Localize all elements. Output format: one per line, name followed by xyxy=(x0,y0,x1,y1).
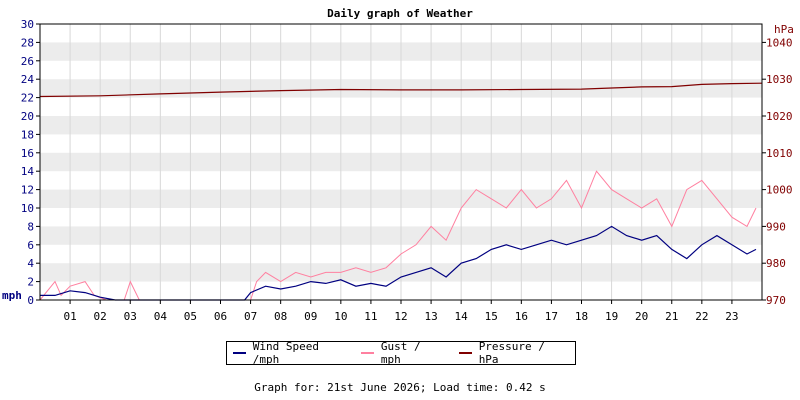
legend-label-pressure: Pressure / hPa xyxy=(478,340,545,366)
right-axis-tick-label: 980 xyxy=(766,257,786,270)
left-axis-tick-label: 14 xyxy=(21,165,35,178)
x-axis-tick-label: 19 xyxy=(605,310,618,323)
x-axis-tick-label: 17 xyxy=(545,310,558,323)
left-axis-label: mph xyxy=(2,289,22,302)
left-axis-tick-label: 10 xyxy=(21,202,34,215)
x-axis-tick-label: 20 xyxy=(635,310,648,323)
x-axis-ticks: 01 02 03 04 05 06 07 08 09 10 11 12 13 14 15 16 17 18 19 20… xyxy=(63,300,739,323)
x-axis-tick-label: 10 xyxy=(334,310,347,323)
right-axis-label: hPa xyxy=(774,23,794,36)
x-axis-tick-label: 22 xyxy=(695,310,708,323)
x-axis-tick-label: 08 xyxy=(274,310,287,323)
x-axis-tick-label: 12 xyxy=(394,310,407,323)
chart-legend: Wind Speed /mph Gust / mph Pressure / hP… xyxy=(226,340,576,366)
x-axis-tick-label: 09 xyxy=(304,310,317,323)
right-axis-tick-label: 1020 xyxy=(766,110,793,123)
right-axis-ticks: 970 980 990 1000 1010 1020 1030 1040 xyxy=(762,36,793,307)
left-axis-tick-label: 22 xyxy=(21,92,34,105)
left-axis-tick-label: 24 xyxy=(21,73,35,86)
x-axis-tick-label: 16 xyxy=(515,310,528,323)
x-axis-tick-label: 03 xyxy=(124,310,137,323)
right-axis-tick-label: 970 xyxy=(766,294,786,307)
left-axis-tick-label: 4 xyxy=(27,257,34,270)
left-axis-tick-label: 26 xyxy=(21,55,34,68)
x-axis-tick-label: 05 xyxy=(184,310,197,323)
left-axis-tick-label: 0 xyxy=(27,294,34,307)
x-axis-tick-label: 13 xyxy=(424,310,437,323)
right-axis-tick-label: 1000 xyxy=(766,184,793,197)
legend-swatch-wind xyxy=(233,352,246,354)
right-axis-tick-label: 1010 xyxy=(766,147,793,160)
x-grid xyxy=(69,24,733,300)
gust-line xyxy=(39,170,757,301)
right-axis-tick-label: 990 xyxy=(766,220,786,233)
left-axis-tick-label: 8 xyxy=(27,220,34,233)
graph-footer: Graph for: 21st June 2026; Load time: 0.… xyxy=(254,381,546,394)
x-axis-tick-label: 06 xyxy=(214,310,227,323)
legend-item-wind: Wind Speed /mph xyxy=(233,340,343,366)
chart-title: Daily graph of Weather xyxy=(327,7,473,20)
legend-label-wind: Wind Speed /mph xyxy=(252,340,319,366)
x-axis-tick-label: 07 xyxy=(244,310,257,323)
pressure-line xyxy=(39,82,763,98)
x-axis-tick-label: 21 xyxy=(665,310,678,323)
left-axis-tick-label: 18 xyxy=(21,128,34,141)
right-axis-tick-label: 1040 xyxy=(766,36,793,49)
left-axis-tick-label: 30 xyxy=(21,18,34,31)
left-axis-tick-label: 6 xyxy=(27,239,34,252)
left-axis-tick-label: 12 xyxy=(21,184,34,197)
x-axis-tick-label: 14 xyxy=(455,310,469,323)
legend-swatch-gust xyxy=(361,352,374,354)
x-axis-tick-label: 15 xyxy=(485,310,498,323)
x-axis-tick-label: 18 xyxy=(575,310,588,323)
x-axis-tick-label: 11 xyxy=(364,310,377,323)
left-axis-tick-label: 2 xyxy=(27,276,34,289)
x-axis-tick-label: 01 xyxy=(63,310,76,323)
left-axis-tick-label: 16 xyxy=(21,147,34,160)
legend-label-gust: Gust / mph xyxy=(380,340,421,366)
x-axis-tick-label: 23 xyxy=(725,310,738,323)
legend-item-gust: Gust / mph xyxy=(361,340,441,366)
legend-item-pressure: Pressure / hPa xyxy=(458,340,563,366)
x-axis-tick-label: 04 xyxy=(154,310,168,323)
x-axis-tick-label: 02 xyxy=(94,310,107,323)
legend-swatch-pressure xyxy=(458,352,472,354)
left-axis-tick-label: 20 xyxy=(21,110,34,123)
left-axis-tick-label: 28 xyxy=(21,36,34,49)
right-axis-tick-label: 1030 xyxy=(766,73,793,86)
